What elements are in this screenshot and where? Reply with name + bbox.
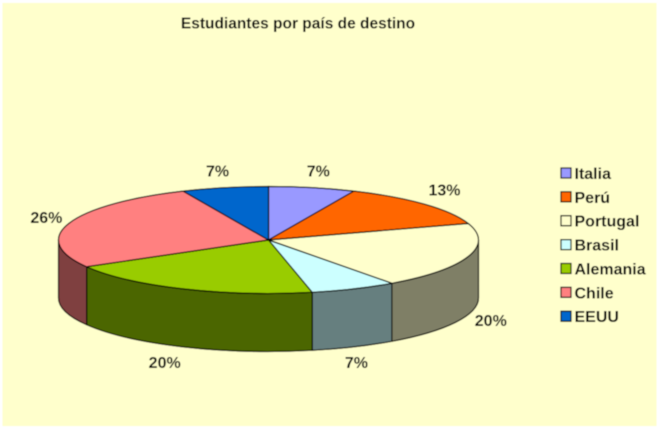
svg-text:20%: 20% xyxy=(475,313,507,330)
svg-text:Estudiantes por país de destin: Estudiantes por país de destino xyxy=(181,16,415,33)
svg-text:Italia: Italia xyxy=(575,166,612,183)
svg-text:20%: 20% xyxy=(149,355,181,372)
svg-text:Portugal: Portugal xyxy=(575,214,640,231)
svg-text:Brasil: Brasil xyxy=(575,238,619,255)
svg-text:EEUU: EEUU xyxy=(575,309,619,326)
svg-text:Chile: Chile xyxy=(575,285,614,302)
svg-text:26%: 26% xyxy=(30,210,62,227)
svg-text:7%: 7% xyxy=(206,164,229,181)
svg-text:7%: 7% xyxy=(345,355,368,372)
svg-text:Perú: Perú xyxy=(575,190,611,207)
svg-text:13%: 13% xyxy=(428,183,460,200)
svg-text:Alemania: Alemania xyxy=(575,261,646,278)
svg-text:7%: 7% xyxy=(307,164,330,181)
